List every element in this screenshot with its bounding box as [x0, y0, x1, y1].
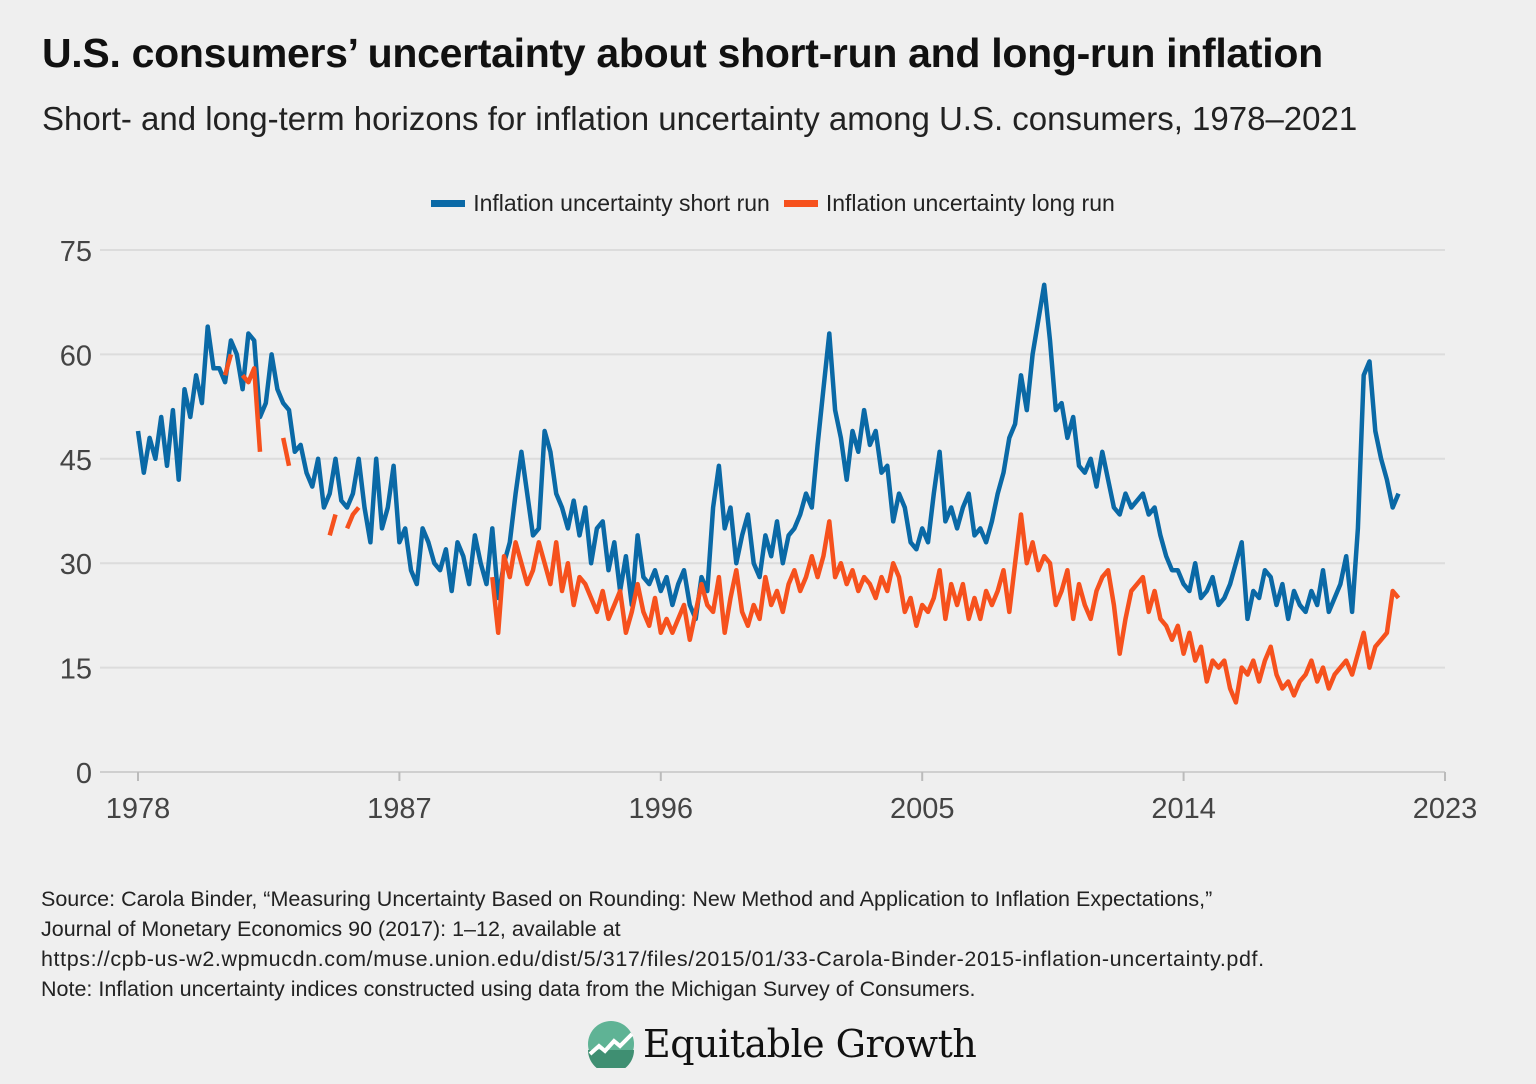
note-line: Note: Inflation uncertainty indices cons… — [41, 977, 976, 1001]
x-tick-label: 1987 — [367, 793, 432, 825]
legend-swatch-short-run — [431, 200, 466, 207]
long-run-line — [345, 506, 361, 530]
x-tick-label: 2005 — [890, 793, 955, 825]
legend-label-long-run: Inflation uncertainty long run — [825, 190, 1115, 216]
y-tick-label: 60 — [60, 340, 92, 372]
legend-item-long-run: Inflation uncertainty long run — [783, 190, 1115, 217]
long-run-line — [490, 512, 1401, 705]
y-tick-label: 30 — [60, 549, 92, 581]
y-tick-label: 15 — [60, 654, 92, 686]
source-url: https://cpb-us-w2.wpmucdn.com/muse.union… — [41, 947, 1265, 971]
chart-title: U.S. consumers’ uncertainty about short-… — [42, 30, 1323, 76]
long-run-line — [280, 437, 292, 467]
x-tick-label: 1978 — [106, 793, 171, 825]
source-line: Journal of Monetary Economics 90 (2017):… — [41, 917, 621, 941]
source-line: Source: Carola Binder, “Measuring Uncert… — [41, 887, 1213, 911]
legend-label-short-run: Inflation uncertainty short run — [473, 190, 770, 216]
long-run-line — [240, 366, 263, 452]
equitable-growth-logo: Equitable Growth — [587, 1020, 977, 1068]
x-tick-label: 1996 — [629, 793, 694, 825]
short-run-line — [135, 282, 1401, 622]
source-note: Source: Carola Binder, “Measuring Uncert… — [41, 884, 1265, 1004]
legend-swatch-long-run — [783, 200, 818, 207]
chart-subtitle: Short- and long-term horizons for inflat… — [42, 100, 1358, 137]
y-tick-label: 75 — [60, 236, 92, 268]
long-run-line — [222, 353, 234, 376]
legend-item-short-run: Inflation uncertainty short run — [431, 190, 770, 217]
logo-growth-icon — [588, 1021, 634, 1068]
long-run-line — [327, 513, 338, 537]
x-tick-label: 2023 — [1413, 793, 1478, 825]
legend: Inflation uncertainty short run Inflatio… — [0, 190, 1536, 217]
y-tick-label: 45 — [60, 445, 92, 477]
y-tick-label: 0 — [76, 758, 92, 790]
logo-text: Equitable Growth — [643, 1022, 977, 1066]
x-tick-label: 2014 — [1151, 793, 1216, 825]
